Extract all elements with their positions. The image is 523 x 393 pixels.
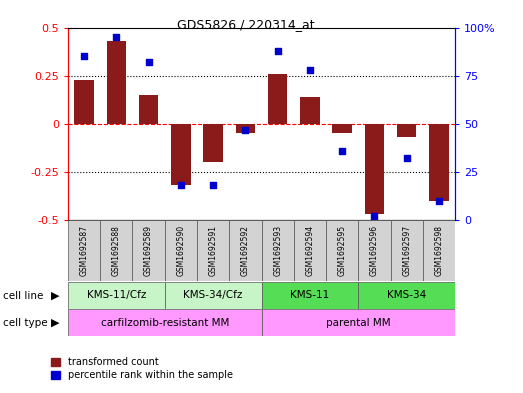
Bar — [397, 124, 416, 137]
Point — [209, 182, 218, 189]
Text: GSM1692587: GSM1692587 — [79, 225, 88, 276]
Bar — [326, 220, 358, 281]
Bar — [365, 124, 384, 214]
Point — [338, 148, 346, 154]
Bar — [165, 220, 197, 281]
Bar — [268, 74, 287, 124]
Bar — [139, 95, 158, 124]
Text: ▶: ▶ — [51, 318, 59, 328]
Text: KMS-11/Cfz: KMS-11/Cfz — [87, 290, 146, 300]
Bar — [229, 220, 262, 281]
Bar — [68, 220, 100, 281]
Bar — [262, 309, 455, 336]
Bar — [358, 220, 391, 281]
Bar — [262, 220, 294, 281]
Text: GSM1692596: GSM1692596 — [370, 225, 379, 276]
Point — [370, 213, 379, 219]
Text: GSM1692593: GSM1692593 — [273, 225, 282, 276]
Bar — [171, 124, 190, 185]
Point — [144, 59, 153, 65]
Legend: transformed count, percentile rank within the sample: transformed count, percentile rank withi… — [47, 354, 237, 384]
Point — [435, 198, 443, 204]
Text: KMS-34/Cfz: KMS-34/Cfz — [184, 290, 243, 300]
Bar — [262, 282, 358, 309]
Bar — [236, 124, 255, 133]
Point — [177, 182, 185, 189]
Bar — [74, 79, 94, 124]
Bar — [429, 124, 449, 201]
Bar — [294, 220, 326, 281]
Text: cell type: cell type — [3, 318, 47, 328]
Text: GSM1692595: GSM1692595 — [338, 225, 347, 276]
Bar — [358, 282, 455, 309]
Text: GSM1692591: GSM1692591 — [209, 225, 218, 276]
Text: KMS-34: KMS-34 — [387, 290, 426, 300]
Text: carfilzomib-resistant MM: carfilzomib-resistant MM — [100, 318, 229, 328]
Bar — [165, 282, 262, 309]
Point — [80, 53, 88, 59]
Text: GSM1692589: GSM1692589 — [144, 225, 153, 276]
Bar — [100, 220, 132, 281]
Bar — [107, 41, 126, 124]
Text: GDS5826 / 220314_at: GDS5826 / 220314_at — [177, 18, 315, 31]
Bar — [197, 220, 229, 281]
Bar — [68, 309, 262, 336]
Text: GSM1692597: GSM1692597 — [402, 225, 411, 276]
Text: GSM1692598: GSM1692598 — [435, 225, 444, 276]
Point — [305, 67, 314, 73]
Bar — [391, 220, 423, 281]
Bar — [68, 282, 165, 309]
Text: cell line: cell line — [3, 290, 43, 301]
Point — [241, 127, 249, 133]
Text: parental MM: parental MM — [326, 318, 391, 328]
Bar — [300, 97, 320, 124]
Text: ▶: ▶ — [51, 290, 59, 301]
Bar — [132, 220, 165, 281]
Point — [274, 48, 282, 54]
Bar — [203, 124, 223, 162]
Bar — [333, 124, 352, 133]
Point — [112, 34, 120, 40]
Text: GSM1692590: GSM1692590 — [176, 225, 185, 276]
Text: GSM1692588: GSM1692588 — [112, 225, 121, 276]
Bar — [423, 220, 455, 281]
Text: GSM1692594: GSM1692594 — [305, 225, 314, 276]
Text: GSM1692592: GSM1692592 — [241, 225, 250, 276]
Text: KMS-11: KMS-11 — [290, 290, 329, 300]
Point — [403, 155, 411, 162]
